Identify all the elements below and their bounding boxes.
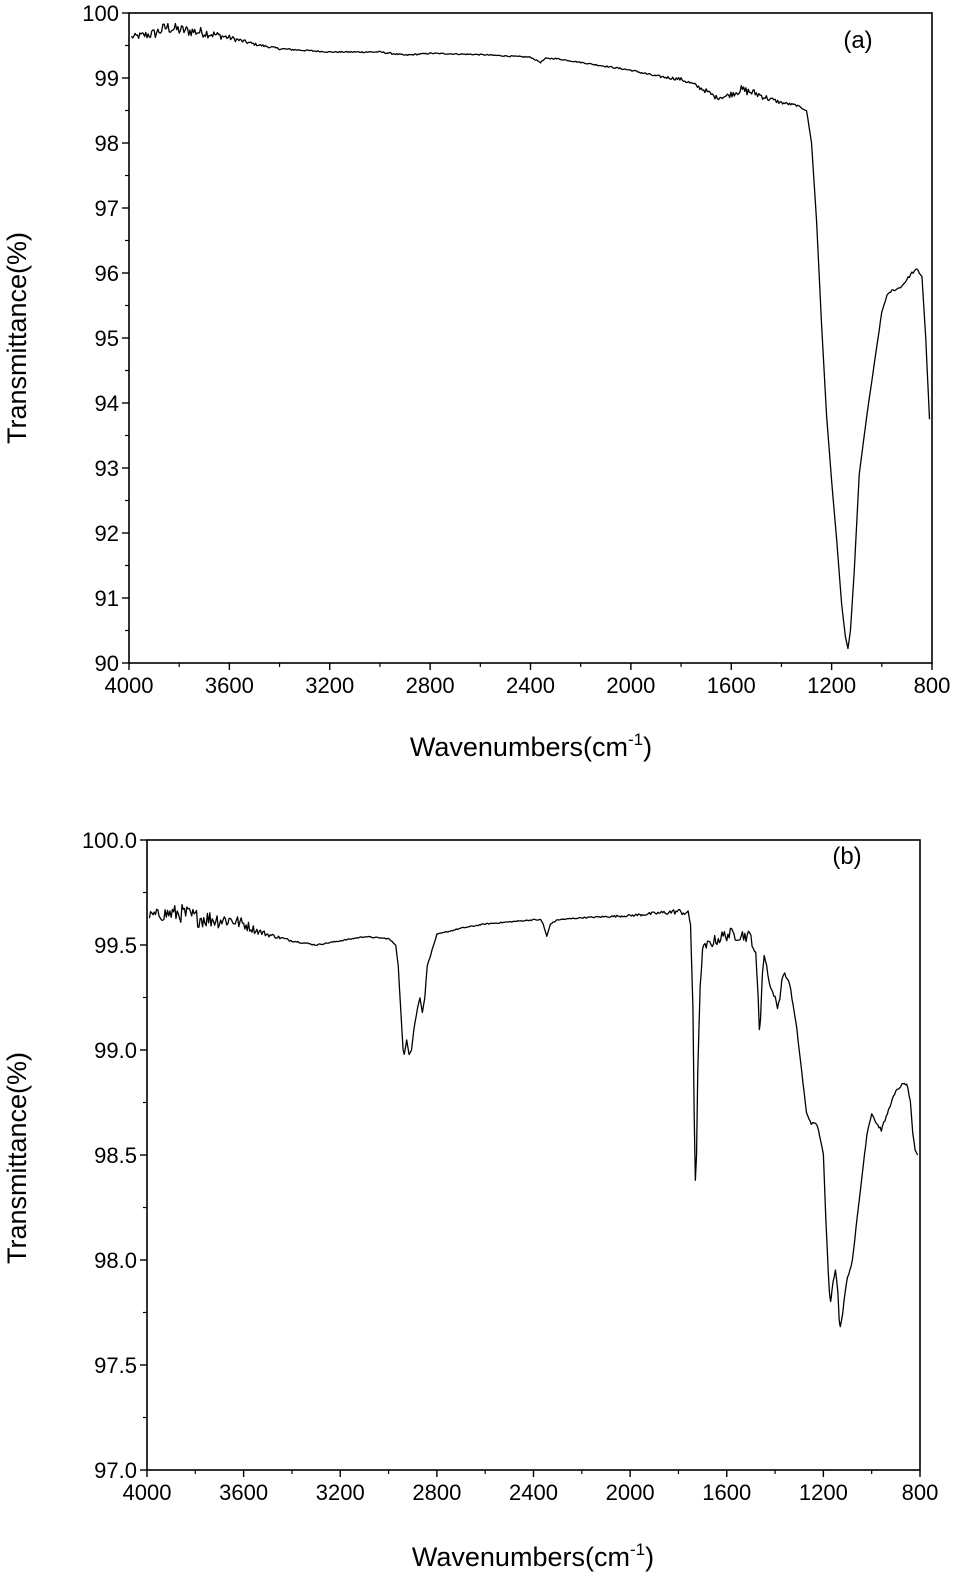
x-tick-label: 3600 — [205, 673, 254, 698]
y-tick-label: 93 — [95, 456, 119, 481]
y-tick-label: 99 — [95, 66, 119, 91]
x-tick-label: 2000 — [606, 1480, 655, 1505]
x-tick-label: 800 — [914, 673, 951, 698]
plot-frame — [128, 12, 933, 664]
y-tick-label: 99.0 — [94, 1038, 137, 1063]
x-axis-title-main: Wavenumbers(cm — [412, 1542, 630, 1572]
x-tick-label: 1600 — [707, 673, 756, 698]
plot-frame — [146, 839, 921, 1471]
x-tick-label: 1200 — [799, 1480, 848, 1505]
x-tick-label: 2400 — [506, 673, 555, 698]
y-tick-label: 98.0 — [94, 1248, 137, 1273]
y-tick-label: 97.0 — [94, 1458, 137, 1483]
y-tick-label: 99.5 — [94, 933, 137, 958]
y-tick-label: 90 — [95, 651, 119, 676]
x-axis-title: Wavenumbers(cm-1) — [412, 1540, 654, 1572]
panel-label: (a) — [843, 27, 872, 54]
x-tick-label: 4000 — [105, 673, 154, 698]
x-tick-label: 1200 — [807, 673, 856, 698]
x-tick-label: 2400 — [509, 1480, 558, 1505]
x-tick-label: 2000 — [606, 673, 655, 698]
x-axis-title-superscript: -1 — [630, 1540, 645, 1559]
y-tick-label: 97 — [95, 196, 119, 221]
x-axis-title-main: Wavenumbers(cm — [410, 732, 628, 762]
x-axis-title: Wavenumbers(cm-1) — [410, 730, 652, 762]
y-tick-label: 100.0 — [82, 828, 137, 853]
y-tick-label: 94 — [95, 391, 119, 416]
panel-label: (b) — [832, 843, 861, 870]
spectrum-line — [130, 22, 931, 650]
chart-panel-b: (b) Transmittance(%) Wavenumbers(cm-1) 9… — [2, 828, 938, 1572]
x-axis-title-end: ) — [645, 1542, 654, 1572]
x-tick-label: 3200 — [305, 673, 354, 698]
y-tick-label: 100 — [82, 1, 119, 26]
y-tick-label: 91 — [95, 586, 119, 611]
y-tick-label: 92 — [95, 521, 119, 546]
x-axis-title-superscript: -1 — [628, 730, 643, 749]
y-tick-label: 96 — [95, 261, 119, 286]
y-tick-label: 97.5 — [94, 1353, 137, 1378]
x-tick-label: 4000 — [123, 1480, 172, 1505]
y-tick-label: 98 — [95, 131, 119, 156]
x-axis-title-end: ) — [643, 732, 652, 762]
y-tick-label: 95 — [95, 326, 119, 351]
y-axis-title: Transmittance(%) — [2, 1052, 32, 1264]
x-tick-label: 2800 — [406, 673, 455, 698]
x-tick-label: 3600 — [219, 1480, 268, 1505]
x-tick-label: 3200 — [316, 1480, 365, 1505]
spectrum-line — [148, 904, 919, 1328]
y-axis-title: Transmittance(%) — [2, 232, 32, 444]
y-tick-label: 98.5 — [94, 1143, 137, 1168]
x-tick-label: 2800 — [412, 1480, 461, 1505]
x-tick-label: 800 — [902, 1480, 939, 1505]
x-tick-label: 1600 — [702, 1480, 751, 1505]
chart-panel-a: (a) Transmittance(%) Wavenumbers(cm-1) 9… — [2, 1, 950, 762]
